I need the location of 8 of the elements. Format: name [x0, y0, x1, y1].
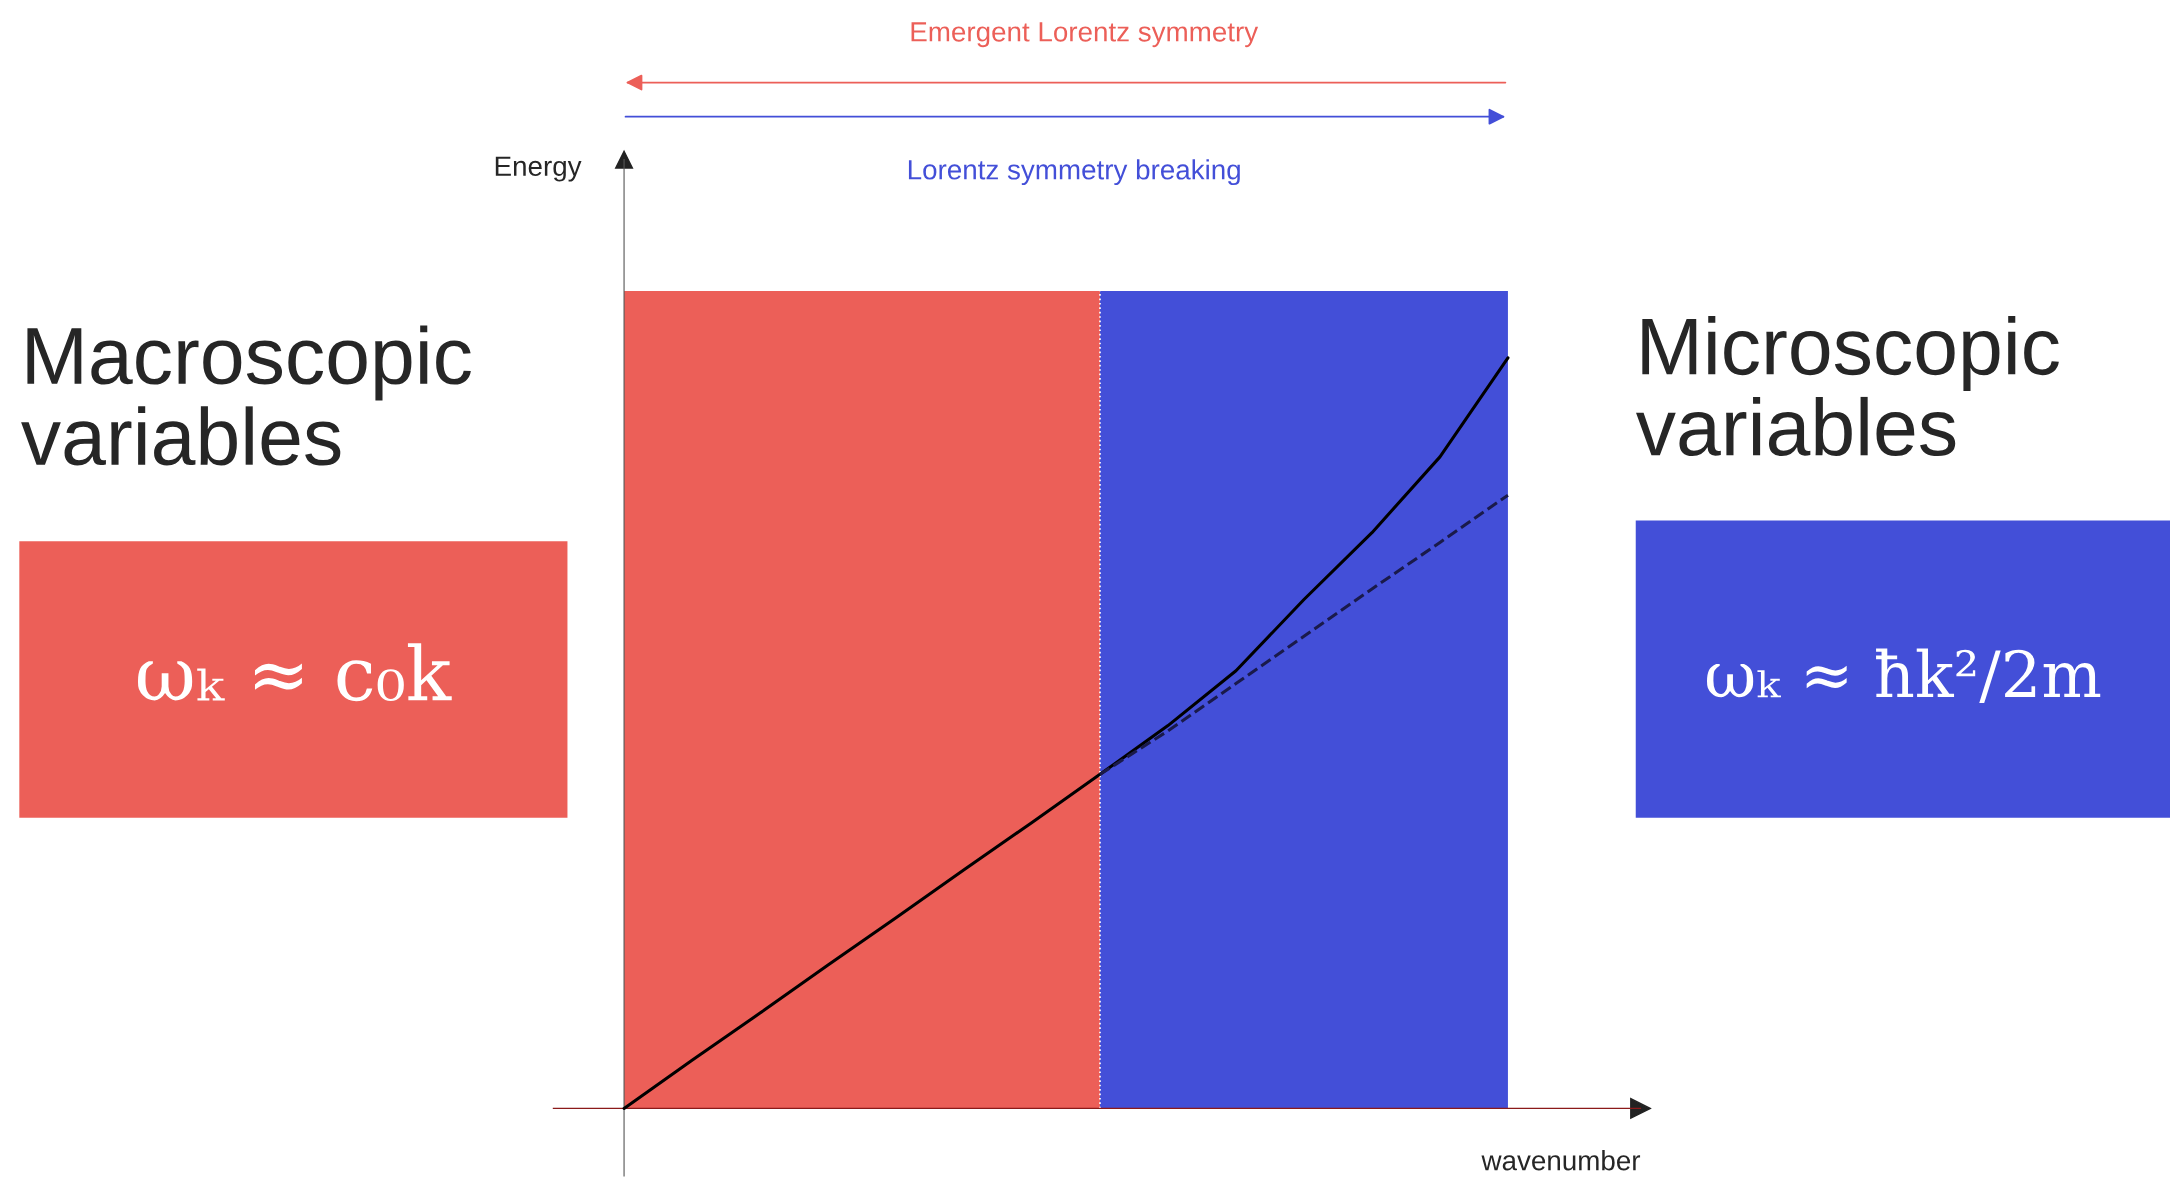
- x-axis-title: wavenumber: [1481, 1150, 1641, 1171]
- text: Lorentz symmetry breaking: [908, 159, 1240, 186]
- text: ωₖ ≈ c₀k: [137, 643, 452, 702]
- text: Microscopic variables: [1636, 315, 2059, 457]
- text: Energy: [495, 156, 582, 182]
- text: Emergent Lorentz symmetry: [911, 22, 1259, 48]
- text: Macroscopic variables: [21, 325, 471, 466]
- text: ωₖ ≈ ħk²/2m: [1707, 648, 2101, 704]
